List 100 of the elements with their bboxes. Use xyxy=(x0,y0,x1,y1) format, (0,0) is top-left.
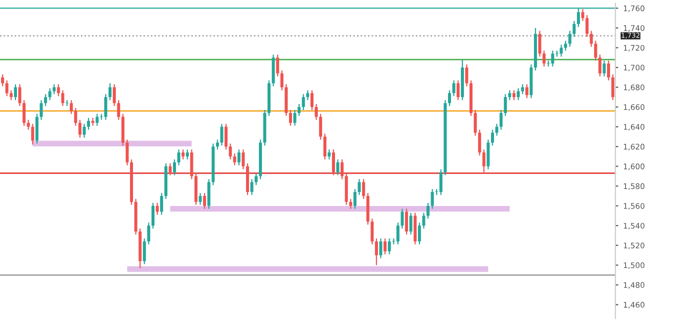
candlestick xyxy=(108,82,112,101)
candlestick xyxy=(220,123,224,146)
candlestick xyxy=(182,148,185,160)
candlestick xyxy=(512,90,516,101)
candlestick xyxy=(112,84,116,107)
candlestick xyxy=(607,60,610,81)
candlestick xyxy=(40,100,43,120)
candlestick xyxy=(35,113,38,144)
candlestick xyxy=(430,188,434,210)
candlestick xyxy=(336,158,340,176)
candlestick xyxy=(87,117,90,130)
candlestick xyxy=(323,133,326,160)
candlestick xyxy=(516,88,520,101)
candlestick xyxy=(216,139,219,150)
candlestick xyxy=(400,208,404,230)
candlestick xyxy=(328,148,331,160)
candlestick xyxy=(168,162,172,176)
candlestick xyxy=(26,119,30,130)
candlestick xyxy=(104,94,108,120)
candlestick xyxy=(276,54,280,77)
candlestick xyxy=(48,88,52,101)
candlestick xyxy=(289,109,292,126)
candlestick xyxy=(147,222,150,245)
candlestick xyxy=(293,109,296,126)
candlestick xyxy=(10,90,13,101)
candlestick xyxy=(56,84,60,97)
candlestick xyxy=(74,107,78,126)
candlestick xyxy=(254,172,258,186)
candlestick xyxy=(151,202,154,230)
candlestick xyxy=(525,84,528,99)
candlestick xyxy=(465,64,468,87)
candlestick xyxy=(504,94,507,116)
candlestick xyxy=(142,238,146,265)
candlestick xyxy=(586,14,589,38)
candlestick xyxy=(5,80,8,97)
candlestick xyxy=(452,80,456,97)
candlestick xyxy=(418,222,421,245)
candlestick xyxy=(456,80,460,101)
candlestick xyxy=(560,44,563,58)
candlestick xyxy=(186,148,189,160)
candlestick xyxy=(478,129,482,156)
candlestick xyxy=(374,238,378,266)
candlestick xyxy=(551,50,554,68)
candlestick xyxy=(576,8,580,28)
candlestick xyxy=(190,148,194,180)
candlestick xyxy=(358,178,361,196)
candlestick xyxy=(602,60,606,77)
candlestick xyxy=(409,212,412,236)
candlestick xyxy=(82,123,86,138)
candlestick xyxy=(44,94,48,107)
candlestick xyxy=(160,192,164,216)
candlestick xyxy=(340,158,344,180)
candlestick xyxy=(426,202,430,220)
candlestick xyxy=(228,143,232,160)
candlestick xyxy=(177,148,180,166)
candlestick xyxy=(542,50,546,68)
candlestick xyxy=(280,70,284,91)
candlestick xyxy=(314,103,318,120)
candlestick xyxy=(508,90,512,101)
candlestick xyxy=(500,109,503,130)
candlestick xyxy=(495,123,498,136)
candlestick xyxy=(370,218,374,245)
candlestick xyxy=(198,192,202,206)
candlestick xyxy=(298,103,301,116)
candlestick xyxy=(594,40,598,62)
candlestick xyxy=(306,90,310,101)
candlestick xyxy=(572,20,576,38)
candlestick xyxy=(474,109,477,136)
candlestick xyxy=(96,113,99,126)
candlestick xyxy=(396,222,400,245)
candlestick xyxy=(310,90,314,111)
candlestick xyxy=(117,100,120,120)
candlestick xyxy=(156,202,159,216)
candlestick xyxy=(224,123,228,150)
candlestick xyxy=(581,8,584,22)
candlestick xyxy=(1,74,4,87)
candlestick xyxy=(70,100,73,114)
candlestick xyxy=(384,238,387,255)
candlestick xyxy=(568,30,572,48)
candlestick xyxy=(203,192,206,210)
candlestick xyxy=(362,178,366,200)
candlestick xyxy=(250,178,254,196)
candlestick xyxy=(22,100,26,126)
candlestick xyxy=(598,54,602,77)
candlestick xyxy=(379,238,382,259)
candlestick xyxy=(448,90,452,107)
candlestick xyxy=(242,148,245,170)
candlestick xyxy=(332,148,335,176)
candlestick xyxy=(319,113,322,140)
candlestick xyxy=(207,178,210,210)
candlestick xyxy=(233,152,236,166)
candlestick xyxy=(31,123,34,146)
candlestick xyxy=(61,90,64,107)
candlestick xyxy=(486,139,490,170)
candlestick xyxy=(388,238,391,255)
candlestick xyxy=(611,74,614,101)
candlestick xyxy=(590,30,593,48)
candlestick xyxy=(422,212,426,230)
candlestick xyxy=(538,30,542,58)
candlestick xyxy=(14,84,17,101)
